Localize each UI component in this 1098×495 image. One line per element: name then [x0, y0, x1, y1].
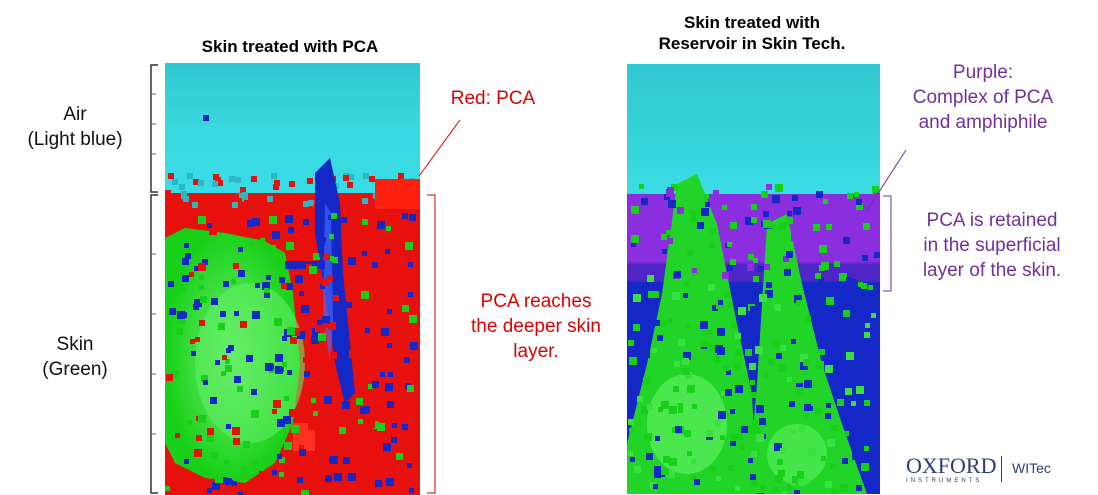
red-pca-note: Red: PCA — [450, 88, 536, 109]
deep-layer-bracket — [427, 194, 436, 494]
red-pointer-line — [418, 119, 461, 177]
skin-bracket — [150, 194, 158, 494]
right-air-region — [627, 64, 880, 194]
left-panel-title: Skin treated with PCA — [201, 37, 379, 56]
witec-logo: WITec — [1012, 460, 1051, 476]
right-raman-map — [627, 64, 880, 494]
oxford-instruments-logo: OXFORD INSTRUMENTS — [906, 453, 997, 485]
retained-note: PCA is retained in the superficial layer… — [922, 210, 1062, 281]
deep-layer-note: PCA reaches the deeper skin layer. — [471, 291, 601, 362]
air-bracket — [150, 64, 158, 193]
air-label: Air (Light blue) — [27, 104, 123, 150]
left-raman-map — [165, 63, 420, 495]
right-panel-title: Skin treated with Reservoir in Skin Tech… — [658, 13, 846, 53]
purple-pointer-line — [865, 149, 907, 213]
left-air-region — [165, 63, 420, 193]
skin-label: Skin (Green) — [42, 334, 108, 380]
logo-divider — [1001, 456, 1002, 482]
purple-complex-note: Purple: Complex of PCA and amphiphile — [912, 62, 1054, 133]
retained-bracket — [883, 195, 892, 292]
